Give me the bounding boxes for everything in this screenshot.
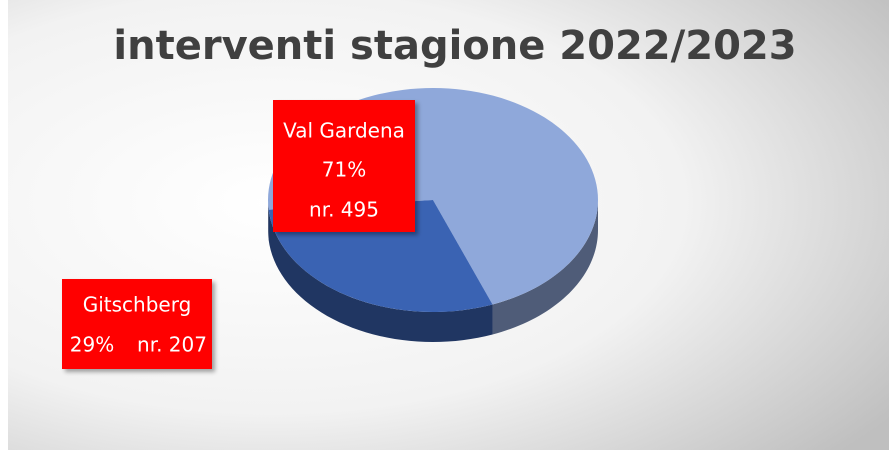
label-text: 29% xyxy=(70,333,114,357)
data-label: Val Gardena 71% nr. 495 xyxy=(273,100,415,232)
label-box xyxy=(273,100,415,232)
data-label: Gitschberg 29% nr. 207 xyxy=(62,279,212,369)
slice-side xyxy=(268,200,269,240)
label-box xyxy=(62,279,212,369)
slice-side xyxy=(268,209,493,342)
label-text: 71% xyxy=(322,158,366,182)
label-text: Gitschberg xyxy=(83,293,192,317)
label-text: nr. 495 xyxy=(309,198,379,222)
label-text: nr. 207 xyxy=(137,333,207,357)
label-text: Val Gardena xyxy=(283,119,405,143)
chart-title: interventi stagione 2022/2023 xyxy=(113,23,796,69)
slice-side xyxy=(492,200,598,335)
